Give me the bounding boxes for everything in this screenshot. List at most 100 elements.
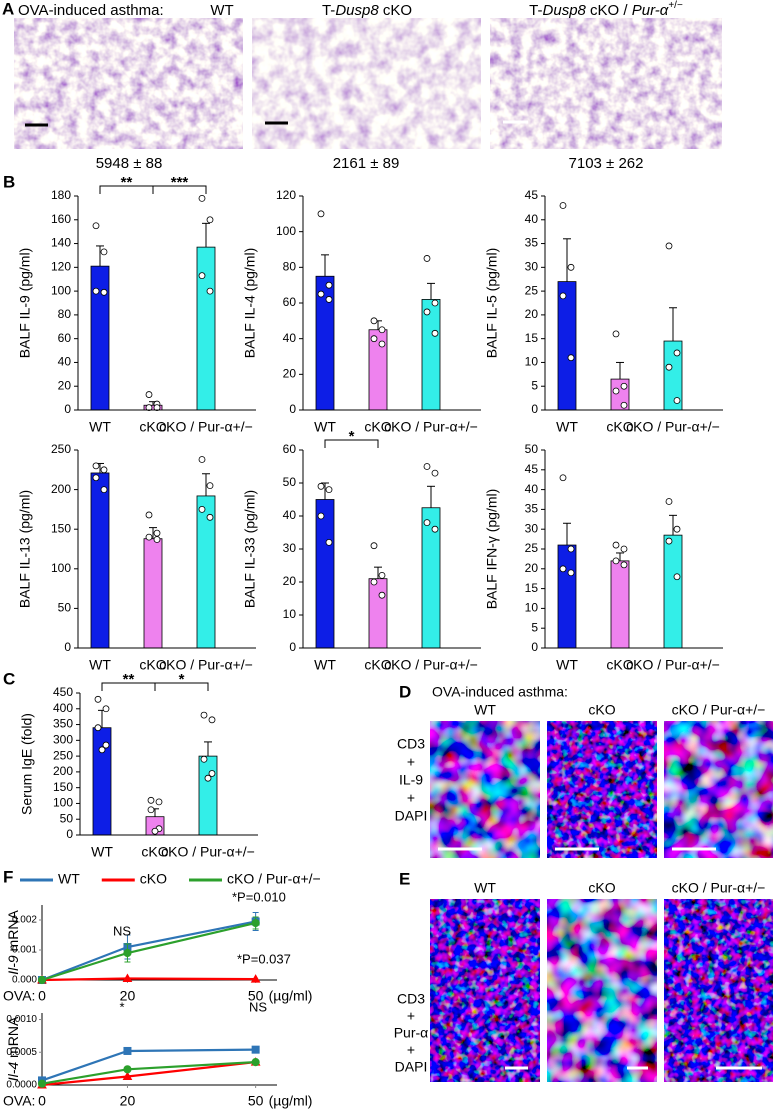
group-label-part: cKO: [379, 2, 412, 19]
y-tick-label: 100: [51, 283, 71, 297]
micrograph: [14, 18, 243, 149]
legend-label: cKO / Pur-α+/−: [227, 871, 321, 887]
data-point: [200, 711, 208, 719]
data-point: [423, 463, 431, 470]
y-tick-label: 0.0010: [6, 1014, 37, 1025]
data-point: [92, 287, 100, 295]
y-tick-label: 40: [283, 331, 297, 345]
data-point: [567, 263, 575, 271]
y-tick-label: 60: [283, 442, 297, 456]
data-point: [673, 525, 681, 533]
micrograph: [430, 899, 540, 1082]
score: 7103 ± 262: [569, 155, 644, 172]
y-tick-label: 15: [525, 331, 539, 345]
data-point: [145, 533, 153, 541]
panel-label: B: [3, 172, 15, 191]
data-point: [98, 746, 106, 754]
x-axis-label: OVA:: [3, 988, 35, 1004]
y-tick-label: 100: [276, 224, 296, 238]
data-point: [92, 222, 100, 230]
y-tick-label: 350: [53, 717, 73, 731]
marker: [251, 1045, 260, 1054]
y-tick-label: 50: [283, 475, 297, 489]
data-point: [92, 474, 100, 482]
group-label: cKO / Pur-α+/−: [672, 880, 766, 896]
data-point: [198, 272, 206, 280]
group-label-part: +/−: [668, 0, 683, 11]
group-label-part: Dusp8: [335, 2, 379, 19]
bar: [196, 246, 216, 411]
y-tick-label: 50: [60, 811, 74, 825]
y-tick-label: 35: [525, 502, 539, 516]
group-label-part: Dusp8: [543, 2, 587, 19]
data-point: [612, 557, 620, 565]
panel-label: E: [399, 869, 410, 888]
x-tick-label: cKO / Pur-α+/−: [159, 419, 253, 435]
group-label-part: Pur-α: [632, 2, 669, 19]
significance-label: **: [123, 671, 135, 688]
data-point: [198, 456, 206, 463]
score: 5948 ± 88: [96, 155, 163, 172]
legend-label: WT: [58, 871, 80, 887]
bar: [90, 472, 110, 649]
bar: [90, 265, 110, 411]
data-point: [620, 401, 628, 409]
y-tick-label: 0.0000: [6, 1080, 37, 1091]
data-point: [198, 194, 206, 202]
y-tick-label: 60: [283, 295, 297, 309]
data-point: [567, 354, 575, 362]
panel-label: C: [3, 669, 15, 688]
series-line: [41, 921, 256, 982]
marker: [251, 918, 260, 928]
data-point: [325, 296, 333, 303]
y-tick-label: 160: [51, 212, 71, 226]
data-point: [147, 796, 155, 804]
data-point: [559, 292, 567, 300]
y-tick-label: 120: [276, 188, 296, 202]
y-tick-label: 5: [531, 620, 538, 634]
data-point: [423, 308, 431, 316]
data-point: [370, 335, 378, 343]
y-tick-label: 200: [53, 764, 73, 778]
group-label: WT: [474, 702, 496, 718]
x-tick-label: WT: [91, 844, 113, 860]
y-tick-label: 30: [525, 260, 539, 274]
data-point: [200, 755, 208, 763]
data-point: [378, 572, 386, 579]
annotation: *P=0.010: [232, 889, 286, 904]
data-point: [370, 578, 378, 586]
data-point: [567, 545, 575, 553]
data-point: [100, 486, 108, 494]
data-point: [317, 512, 325, 520]
data-point: [92, 462, 100, 470]
y-tick-label: 150: [51, 521, 71, 535]
bar: [421, 299, 441, 411]
x-tick-label: 20: [120, 1093, 136, 1109]
group-label: cKO: [588, 702, 615, 718]
y-tick-label: 400: [53, 701, 73, 715]
y-tick-label: 0.000: [12, 975, 37, 986]
group-label-part: T-: [529, 2, 542, 19]
y-axis-label: BALF IL-13 (pg/ml): [17, 490, 33, 608]
data-point: [370, 542, 378, 550]
y-tick-label: 20: [58, 378, 72, 392]
y-tick-label: 20: [525, 307, 539, 321]
data-point: [102, 741, 110, 749]
data-point: [665, 363, 673, 371]
legend-label: cKO: [140, 871, 167, 887]
stain-label: +: [407, 1008, 415, 1024]
y-axis-label-gene: Il-4: [5, 1062, 21, 1082]
group-label: T-Dusp8 cKO / Pur-α+/−: [529, 0, 683, 19]
significance-label: ***: [171, 174, 189, 191]
data-point: [145, 391, 153, 398]
y-tick-label: 100: [53, 796, 73, 810]
marker: [123, 1065, 132, 1074]
x-tick-label: 50: [248, 1093, 264, 1109]
panel-label: D: [399, 682, 411, 701]
y-tick-label: 30: [525, 521, 539, 535]
x-tick-label: 0: [38, 1093, 46, 1109]
data-point: [325, 281, 333, 289]
data-point: [100, 466, 108, 474]
data-point: [612, 387, 620, 395]
